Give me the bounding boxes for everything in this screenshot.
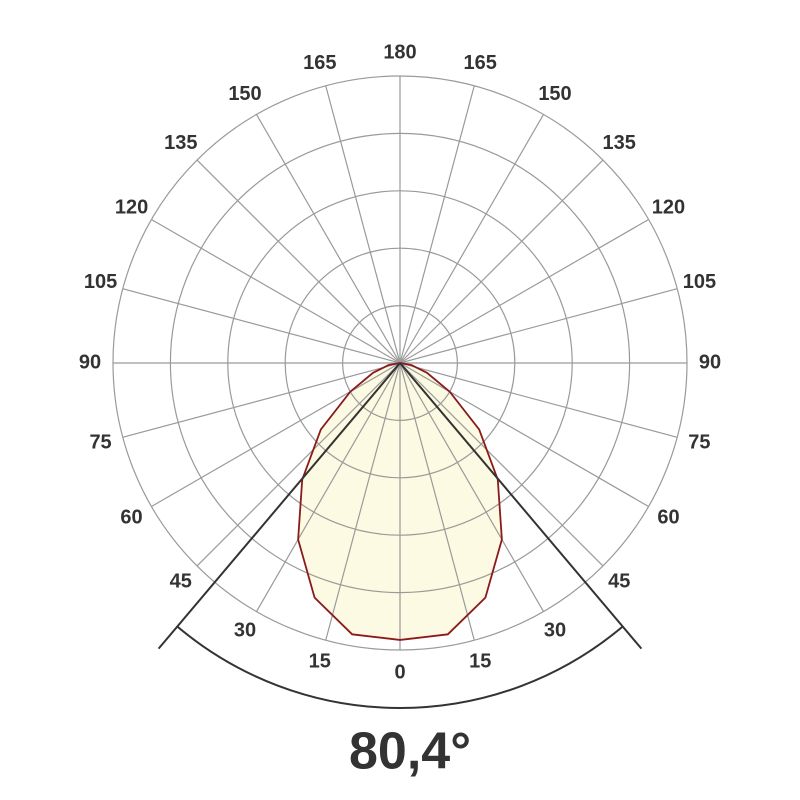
angle-label: 165 (464, 52, 497, 74)
grid-spoke (399, 288, 678, 364)
grid-spoke (151, 218, 401, 364)
angle-label: 135 (603, 132, 636, 154)
grid-spoke (325, 362, 401, 641)
angle-label: 45 (170, 570, 192, 592)
angle-label: 15 (469, 651, 491, 673)
angle-label: 165 (303, 52, 336, 74)
beam-angle-label: 80,4° (349, 723, 471, 781)
angle-label: 105 (683, 271, 716, 293)
grid-spoke (399, 362, 649, 508)
angle-label: 90 (699, 351, 721, 373)
grid-spoke (325, 85, 401, 364)
angle-label: 30 (234, 620, 256, 642)
angle-label: 60 (120, 506, 142, 528)
angle-label: 15 (309, 651, 331, 673)
angle-label: 30 (544, 620, 566, 642)
grid-spoke (196, 362, 401, 567)
grid-spoke (399, 362, 604, 567)
angle-label: 150 (538, 83, 571, 105)
beam-line (399, 362, 643, 650)
grid-spoke (255, 114, 401, 364)
grid-spoke (196, 159, 401, 364)
grid-spoke (399, 114, 545, 364)
intensity-curve (298, 363, 400, 640)
angle-label: 150 (228, 83, 261, 105)
grid-spoke (399, 159, 604, 364)
intensity-outline (399, 362, 503, 641)
angle-label: 105 (84, 271, 117, 293)
grid-spoke (122, 362, 401, 438)
grid-spoke (255, 362, 401, 612)
angle-label: 120 (652, 196, 685, 218)
angle-label: 75 (89, 432, 111, 454)
angle-label: 75 (688, 432, 710, 454)
grid-spoke (399, 218, 649, 364)
angle-label: 45 (608, 570, 630, 592)
grid-spoke (151, 362, 401, 508)
beam-line (157, 362, 401, 650)
grid-spoke (122, 288, 401, 364)
angle-label: 180 (383, 41, 416, 63)
grid-spoke (399, 85, 475, 364)
grid-spoke (399, 362, 545, 612)
grid-spoke (399, 362, 678, 438)
intensity-outline (297, 362, 401, 641)
angle-label: 120 (115, 196, 148, 218)
angle-label: 0 (394, 661, 405, 683)
angle-label: 60 (657, 506, 679, 528)
intensity-curve (400, 363, 502, 640)
beam-arc (176, 625, 624, 710)
angle-label: 135 (164, 132, 197, 154)
angle-label: 90 (79, 351, 101, 373)
grid-spoke (399, 362, 475, 641)
